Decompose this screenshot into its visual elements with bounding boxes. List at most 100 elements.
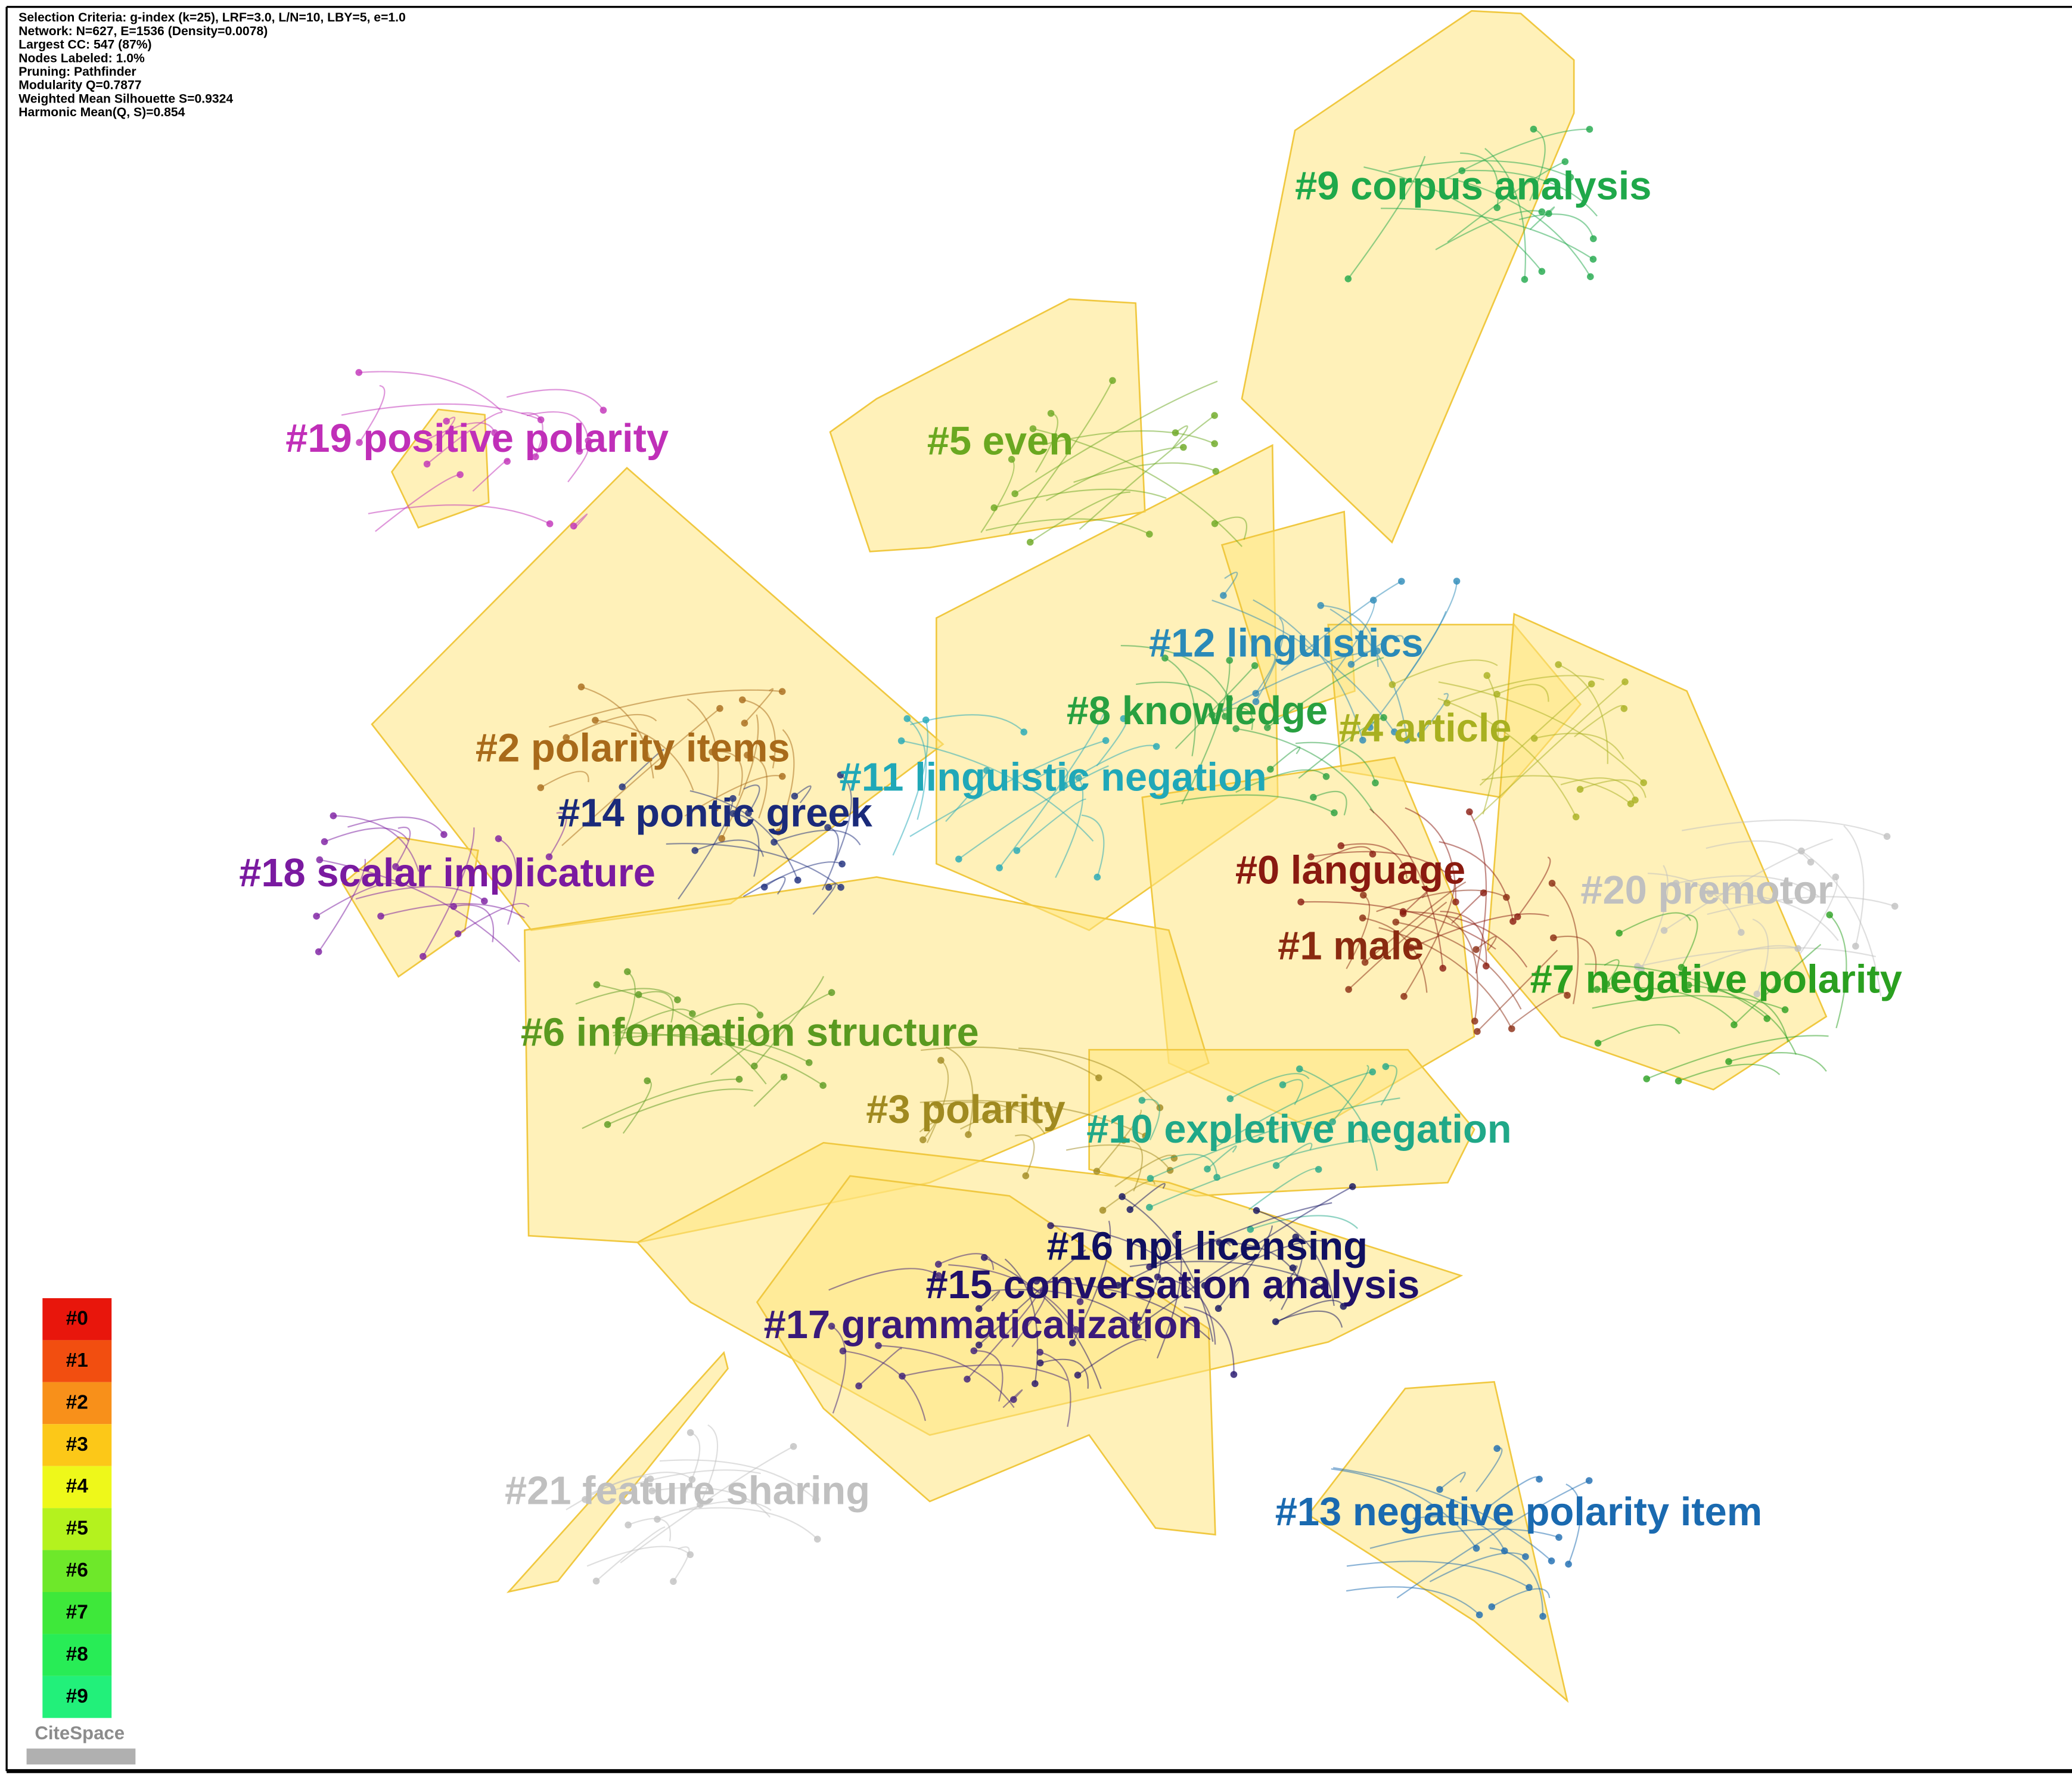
edge [1710, 893, 1839, 941]
edge [1123, 1139, 1144, 1191]
node [1372, 779, 1379, 787]
legend-label: #7 [66, 1601, 88, 1623]
edge [1267, 657, 1384, 728]
color-legend: #0 #1 #2 #3 #4 #5 #6 #7 #8 #9 [42, 1298, 112, 1718]
node [1214, 1305, 1222, 1312]
edge [540, 771, 589, 789]
edge [1680, 914, 1698, 968]
legend-swatch [42, 1592, 112, 1634]
edge [1381, 207, 1594, 260]
node [1095, 1074, 1102, 1082]
edge [368, 504, 551, 525]
node [1466, 808, 1473, 815]
node [570, 522, 577, 530]
edge [721, 714, 759, 839]
edge [1129, 1183, 1166, 1211]
edge [1063, 744, 1157, 786]
edge [1446, 177, 1591, 277]
node [1361, 958, 1369, 966]
node [1310, 793, 1317, 801]
edge [638, 991, 674, 1023]
edge [1281, 581, 1402, 671]
node [1545, 210, 1552, 218]
edge [1030, 491, 1130, 543]
node [644, 1077, 651, 1085]
node [313, 913, 320, 920]
node [1147, 1175, 1154, 1182]
info-line: Largest CC: 547 (87%) [18, 38, 151, 52]
node [599, 407, 607, 414]
edge [426, 411, 502, 465]
node [1382, 1063, 1390, 1070]
node [729, 795, 737, 802]
edge [1136, 1243, 1161, 1327]
edge [1682, 819, 1888, 837]
edge [627, 1518, 672, 1542]
node [1120, 715, 1127, 722]
node [1453, 578, 1461, 585]
info-line: Network: N=627, E=1536 (Density=0.0078) [18, 24, 268, 38]
node [875, 1342, 882, 1349]
hull [341, 836, 479, 978]
cluster-label: #15 conversation analysis [926, 1262, 1420, 1307]
node [1530, 734, 1538, 742]
edge [652, 1487, 771, 1518]
edge [526, 411, 589, 441]
node [456, 471, 464, 479]
hull [1307, 1380, 1569, 1703]
edge [1676, 875, 1819, 898]
edge [1438, 681, 1644, 783]
node [624, 968, 631, 975]
edge [948, 1264, 1077, 1330]
edge [1437, 697, 1577, 818]
node [563, 734, 570, 741]
edge [566, 713, 657, 738]
node [1509, 918, 1517, 925]
edge [1369, 808, 1444, 969]
node [1798, 847, 1805, 855]
node [771, 839, 778, 846]
edge [689, 1003, 761, 1020]
edge [1043, 1277, 1082, 1302]
node [532, 453, 539, 461]
node [805, 1059, 813, 1066]
node [454, 930, 462, 938]
node [1593, 986, 1601, 993]
edge [1388, 160, 1571, 178]
edge [1002, 1389, 1023, 1408]
node [729, 810, 737, 817]
edge [1462, 169, 1598, 217]
node [919, 1136, 927, 1144]
edge [1298, 716, 1384, 779]
edge [743, 861, 843, 898]
edge [659, 1459, 816, 1500]
node [1151, 1240, 1158, 1248]
edge [753, 976, 825, 1067]
edge [831, 1326, 847, 1414]
edge [679, 1507, 818, 1540]
edge [1073, 462, 1216, 483]
node [1109, 377, 1116, 384]
node [1731, 1021, 1738, 1029]
edge [1181, 660, 1231, 805]
node [1826, 911, 1834, 919]
cluster-label: #6 information structure [521, 1010, 979, 1055]
node [1146, 1263, 1153, 1271]
hull [829, 298, 1146, 553]
edge [812, 883, 836, 915]
node [738, 696, 746, 703]
node [1391, 728, 1398, 736]
edge [921, 1046, 1099, 1079]
edge [1484, 148, 1526, 280]
node [965, 1131, 972, 1138]
node [625, 1521, 632, 1529]
node [1252, 690, 1260, 697]
node [1488, 1603, 1496, 1611]
edge [422, 827, 475, 957]
edge [974, 1350, 1004, 1402]
node [813, 1535, 821, 1543]
node [1172, 1232, 1179, 1239]
edge [1460, 152, 1499, 208]
cluster-label: #4 article [1339, 706, 1512, 750]
